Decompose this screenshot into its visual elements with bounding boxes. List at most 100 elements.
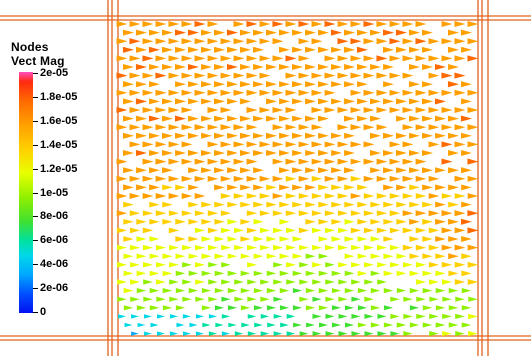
- vector-glyph: [376, 193, 388, 199]
- vector-glyph: [441, 279, 453, 285]
- vector-glyph: [343, 115, 356, 122]
- vector-glyph: [416, 313, 426, 319]
- vector-glyph: [350, 175, 362, 182]
- vector-glyph: [201, 270, 212, 277]
- vector-glyph: [240, 253, 251, 259]
- vector-glyph: [155, 124, 167, 131]
- vector-glyph: [357, 322, 368, 328]
- vector-glyph: [136, 305, 147, 311]
- vector-glyph: [376, 89, 388, 96]
- vector-glyph: [149, 150, 160, 156]
- vector-glyph: [240, 218, 251, 225]
- vector-glyph: [292, 201, 303, 208]
- vector-glyph: [441, 227, 453, 234]
- vector-glyph: [305, 81, 316, 88]
- vector-glyph: [136, 167, 147, 174]
- vector-glyph: [376, 38, 388, 45]
- vector-glyph: [252, 46, 265, 53]
- vector-glyph: [403, 313, 413, 319]
- vector-glyph: [169, 314, 179, 319]
- vector-glyph: [396, 167, 407, 174]
- vector-glyph: [201, 201, 212, 208]
- vector-glyph: [286, 262, 296, 268]
- vector-glyph: [247, 279, 257, 285]
- legend-title-vect-mag: Vect Mag: [11, 54, 65, 68]
- vector-glyph: [214, 115, 225, 122]
- vector-glyph: [376, 72, 388, 79]
- color-scale-bar: [19, 72, 33, 313]
- vector-glyph: [344, 236, 355, 242]
- vector-glyph: [383, 322, 394, 328]
- vector-glyph: [421, 149, 434, 157]
- vector-glyph: [357, 218, 368, 225]
- vector-glyph: [409, 184, 420, 191]
- vector-glyph: [363, 210, 375, 217]
- vector-glyph: [227, 167, 238, 174]
- vector-glyph: [272, 210, 284, 217]
- vector-glyph: [162, 253, 173, 259]
- vector-glyph: [142, 55, 154, 62]
- vector-glyph: [207, 124, 219, 131]
- vector-glyph: [279, 98, 290, 105]
- vector-glyph: [298, 55, 310, 62]
- vector-glyph: [435, 322, 446, 328]
- vector-glyph: [285, 227, 297, 234]
- vector-glyph: [136, 184, 147, 191]
- vector-glyph: [162, 63, 173, 71]
- vector-glyph: [136, 236, 147, 242]
- vector-glyph: [201, 64, 212, 70]
- vector-glyph: [351, 244, 361, 251]
- vector-glyph: [155, 158, 167, 165]
- vector-glyph: [273, 244, 283, 251]
- vector-glyph: [422, 253, 433, 260]
- vector-glyph: [266, 29, 277, 36]
- vector-glyph: [188, 201, 199, 208]
- vector-glyph: [122, 149, 135, 157]
- vector-glyph: [168, 55, 180, 62]
- vector-glyph: [162, 218, 173, 225]
- vector-glyph: [318, 98, 329, 105]
- vector-glyph: [376, 244, 388, 251]
- vector-glyph: [278, 29, 291, 36]
- vector-glyph: [402, 20, 414, 28]
- vector-glyph: [467, 89, 479, 96]
- vector-glyph: [116, 21, 128, 27]
- vector-glyph: [265, 81, 278, 88]
- vector-glyph: [260, 244, 270, 251]
- vector-glyph: [304, 115, 317, 122]
- vector-glyph: [338, 244, 348, 251]
- vector-glyph: [409, 322, 420, 328]
- vector-glyph: [162, 201, 173, 208]
- vector-glyph: [234, 279, 244, 285]
- vector-glyph: [182, 244, 192, 251]
- vector-glyph: [286, 314, 296, 319]
- vector-glyph: [247, 331, 257, 336]
- vector-glyph: [382, 29, 395, 36]
- vector-glyph: [415, 158, 427, 165]
- vector-glyph: [344, 253, 355, 259]
- vector-glyph: [338, 331, 348, 337]
- vector-glyph: [129, 72, 141, 79]
- vector-glyph: [148, 46, 161, 53]
- vector-glyph: [403, 262, 413, 268]
- vector-glyph: [447, 46, 460, 53]
- vector-glyph: [194, 158, 206, 165]
- vector-glyph: [240, 201, 251, 208]
- vector-glyph: [363, 193, 375, 199]
- vector-glyph: [403, 331, 413, 337]
- vector-glyph: [233, 20, 245, 28]
- vector-glyph: [311, 72, 323, 79]
- vector-glyph: [344, 270, 355, 277]
- vector-glyph: [182, 262, 192, 268]
- vector-glyph: [285, 72, 297, 79]
- vector-glyph: [174, 63, 187, 71]
- vector-glyph: [118, 314, 126, 319]
- vector-glyph: [228, 322, 237, 328]
- vector-glyph: [324, 72, 336, 79]
- vector-glyph: [448, 305, 459, 311]
- vector-glyph: [370, 201, 381, 208]
- vector-glyph: [136, 287, 147, 294]
- vector-glyph: [239, 132, 252, 139]
- vector-glyph: [188, 270, 199, 277]
